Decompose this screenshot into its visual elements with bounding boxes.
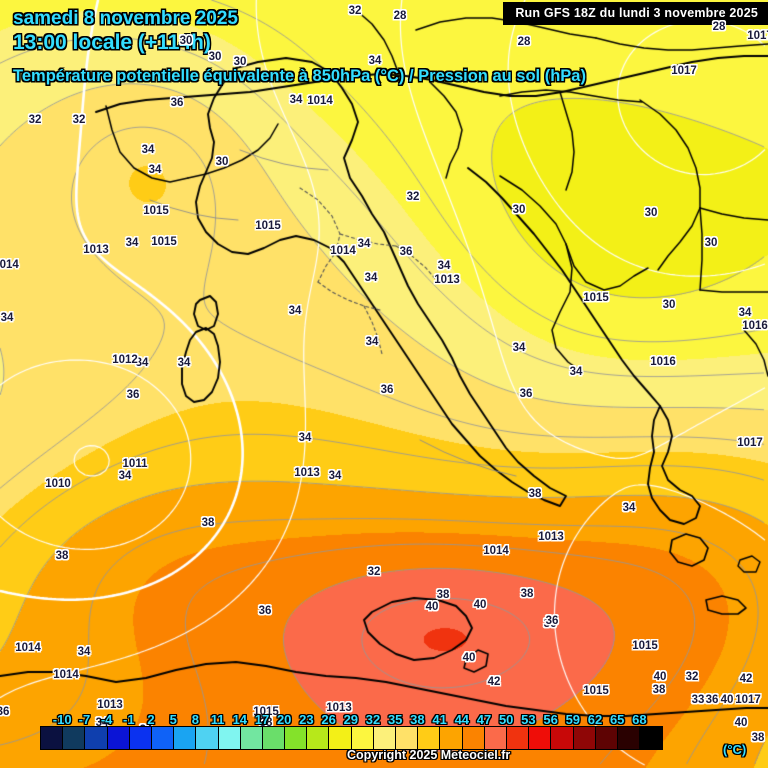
legend-swatch [396,727,419,749]
legend-tick-label: -4 [100,712,113,727]
legend-tick-label: -7 [78,712,91,727]
legend-tick-label: 8 [191,712,200,727]
legend-swatch [129,727,152,749]
legend-swatch [617,727,641,749]
legend-swatch [218,727,241,749]
legend-tick-label: 56 [543,712,558,727]
legend-swatch [307,727,330,749]
legend-swatch [174,727,197,749]
legend-swatch [551,727,574,749]
parameter-title-label: Température potentielle équivalente à 85… [13,67,586,85]
legend-swatch [107,727,130,749]
legend-swatch [640,727,663,749]
legend-tick-label: 41 [432,712,447,727]
copyright-label: Copyright 2025 Meteociel.fr [347,748,511,762]
legend-swatch [240,727,263,749]
legend-tick-label: 38 [410,712,425,727]
color-scale-bar[interactable] [40,726,664,750]
legend-tick-label: 26 [321,712,336,727]
legend-tick-label: -10 [52,712,72,727]
legend-tick-label: 68 [632,712,647,727]
legend-tick-label: 35 [387,712,403,727]
legend-tick-label: 50 [498,712,514,727]
legend-swatch [262,727,286,749]
legend-tick-label: 14 [232,712,248,727]
legend-swatch [85,727,108,749]
legend-tick-label: 2 [147,712,155,727]
legend-tick-label: 20 [276,712,292,727]
legend-tick-label: 23 [299,712,314,727]
model-run-badge: Run GFS 18Z du lundi 3 novembre 2025 [503,2,768,25]
legend-tick-label: 59 [565,712,581,727]
legend-tick-label: 53 [521,712,536,727]
legend-swatch [462,727,485,749]
legend-swatch [151,727,175,749]
legend-swatch [329,727,352,749]
legend-tick-label: 47 [476,712,492,727]
legend-tick-label: 29 [343,712,359,727]
legend-swatch [196,727,219,749]
legend-tick-label: 11 [210,712,225,727]
legend-swatch [418,727,441,749]
color-scale-legend: -10 -7 -4 -1 2 5 8 11 14 17 20 23 26 29 32 35 38 41 44 47 50… [0,712,768,768]
legend-swatch [529,727,552,749]
legend-tick-label: 44 [454,712,470,727]
legend-tick-label: 32 [365,712,381,727]
forecast-date-label: samedi 8 novembre 2025 [13,8,238,29]
legend-swatch [440,727,463,749]
legend-swatch [573,727,596,749]
legend-swatch [595,727,618,749]
legend-tick-label: 62 [587,712,603,727]
legend-swatch [351,727,374,749]
legend-tick-label: -1 [123,712,135,727]
legend-swatch [373,727,396,749]
legend-swatch [484,727,507,749]
legend-swatch [285,727,308,749]
color-scale-unit-label: (°C) [723,742,747,757]
forecast-time-label: 13:00 locale (+114h) [13,31,211,54]
legend-swatch [506,727,530,749]
legend-tick-label: 17 [254,712,270,727]
legend-swatch [41,727,64,749]
legend-tick-label: 65 [609,712,625,727]
legend-swatch [63,727,86,749]
legend-tick-label: 5 [169,712,177,727]
